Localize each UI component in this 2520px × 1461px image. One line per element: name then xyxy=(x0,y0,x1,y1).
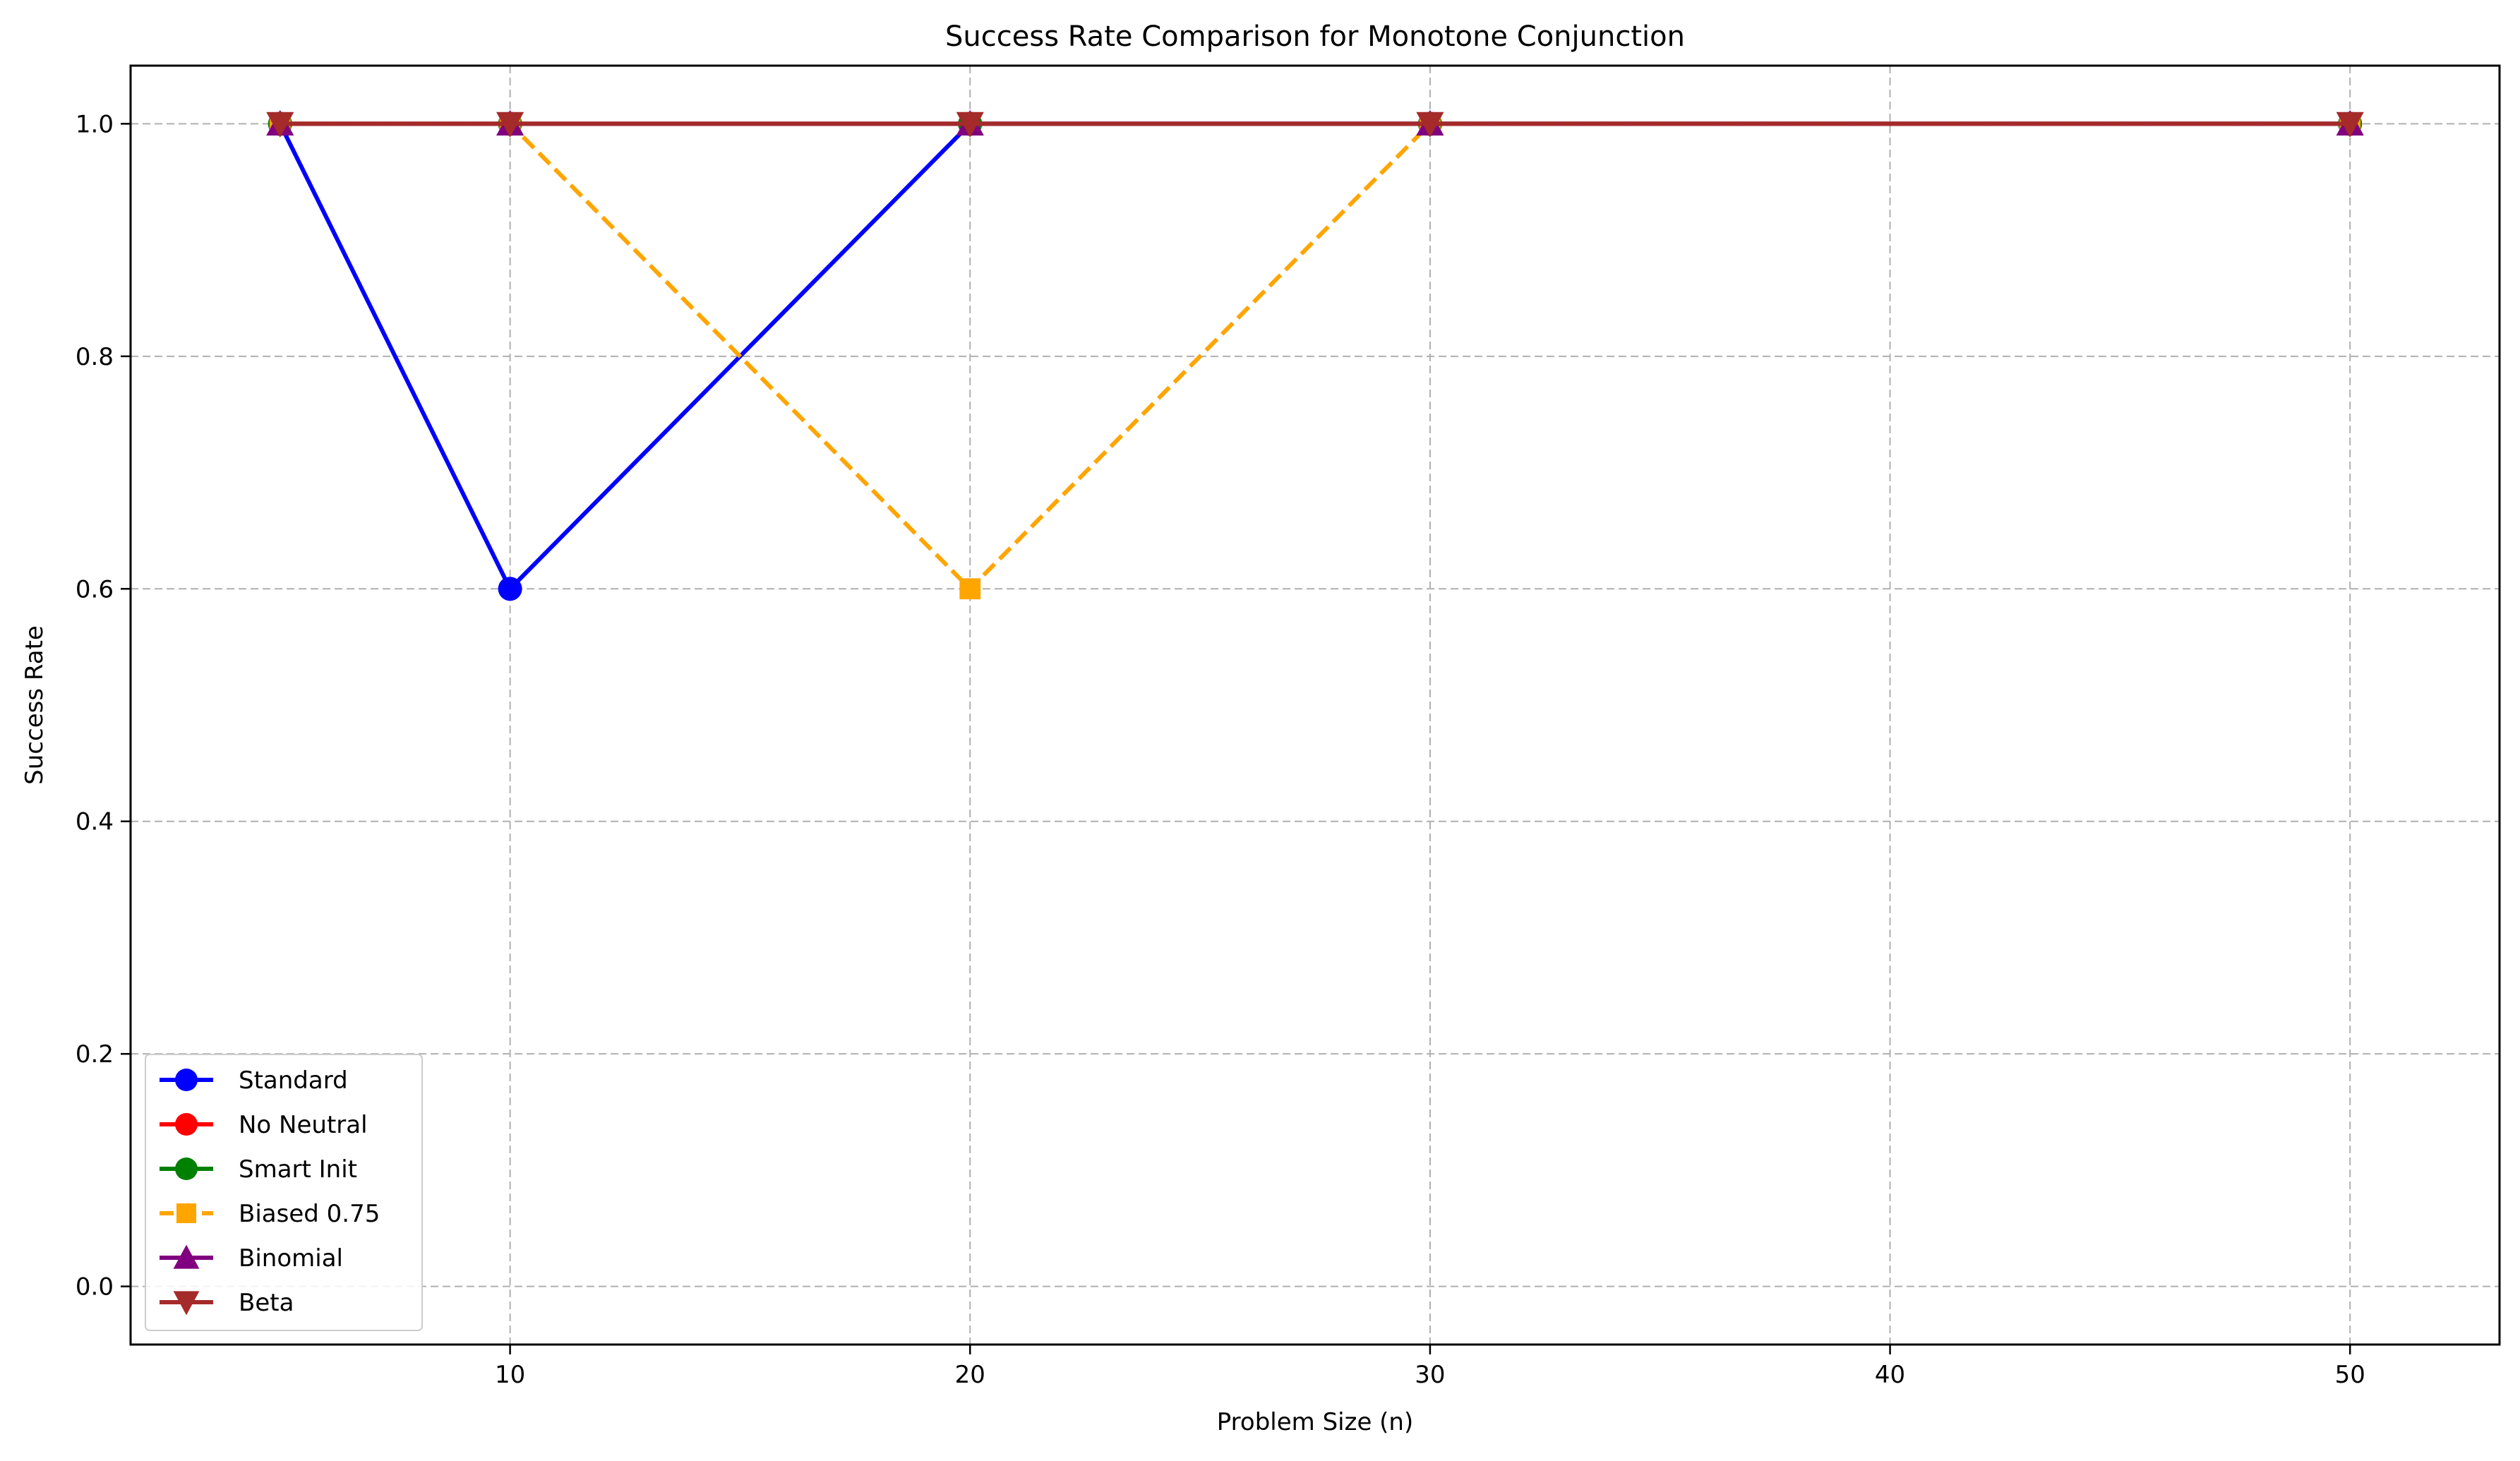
legend-entry: Beta xyxy=(160,1289,294,1317)
legend-entry: Binomial xyxy=(160,1244,343,1273)
chart-title: Success Rate Comparison for Monotone Con… xyxy=(945,20,1685,53)
plot-area xyxy=(131,66,2500,1345)
legend-marker xyxy=(176,1203,196,1223)
data-point xyxy=(2336,112,2364,138)
legend-marker xyxy=(173,1244,200,1269)
y-tick-label: 0.6 xyxy=(76,575,114,603)
series-5 xyxy=(266,112,2364,138)
data-point xyxy=(959,578,981,600)
legend-entry: Smart Init xyxy=(160,1155,357,1184)
x-tick-label: 30 xyxy=(1415,1361,1445,1389)
plot-frame xyxy=(129,64,2501,1346)
legend-label: Binomial xyxy=(239,1244,343,1273)
legend-entry: Standard xyxy=(160,1066,348,1095)
legend-entry: No Neutral xyxy=(160,1111,368,1139)
y-tick-label: 0.2 xyxy=(76,1040,114,1069)
legend-label: Beta xyxy=(239,1289,294,1317)
data-point xyxy=(1416,112,1444,138)
x-axis-label: Problem Size (n) xyxy=(1217,1408,1414,1436)
y-axis-label: Success Rate xyxy=(20,625,49,785)
x-tick-label: 20 xyxy=(955,1361,985,1389)
axis-ticks: 10 20 30 40 50 0.0 0.2 0.4 0.6 0.8 1.0 xyxy=(76,110,2365,1389)
legend-label: Biased 0.75 xyxy=(239,1200,380,1228)
legend: Standard No Neutral Smart Init Biased 0.75 B… xyxy=(145,1054,423,1331)
legend-marker xyxy=(175,1113,198,1136)
legend-label: Standard xyxy=(239,1066,348,1095)
legend-box xyxy=(145,1054,423,1331)
series-layer xyxy=(266,109,2364,601)
legend-marker xyxy=(175,1158,198,1180)
data-point xyxy=(496,112,524,138)
data-point xyxy=(956,112,984,138)
x-tick-label: 50 xyxy=(2335,1361,2365,1389)
y-tick-label: 0.8 xyxy=(76,343,114,371)
legend-marker xyxy=(175,1069,198,1091)
x-tick-label: 40 xyxy=(1875,1361,1905,1389)
x-tick-label: 10 xyxy=(495,1361,525,1389)
data-point xyxy=(498,577,522,601)
legend-marker xyxy=(173,1291,200,1316)
legend-label: No Neutral xyxy=(239,1111,368,1139)
legend-entry: Biased 0.75 xyxy=(160,1200,380,1228)
legend-label: Smart Init xyxy=(239,1155,357,1184)
y-tick-label: 0.4 xyxy=(76,808,114,836)
data-point xyxy=(266,112,294,138)
y-tick-label: 0.0 xyxy=(76,1273,114,1301)
y-tick-label: 1.0 xyxy=(76,110,114,138)
